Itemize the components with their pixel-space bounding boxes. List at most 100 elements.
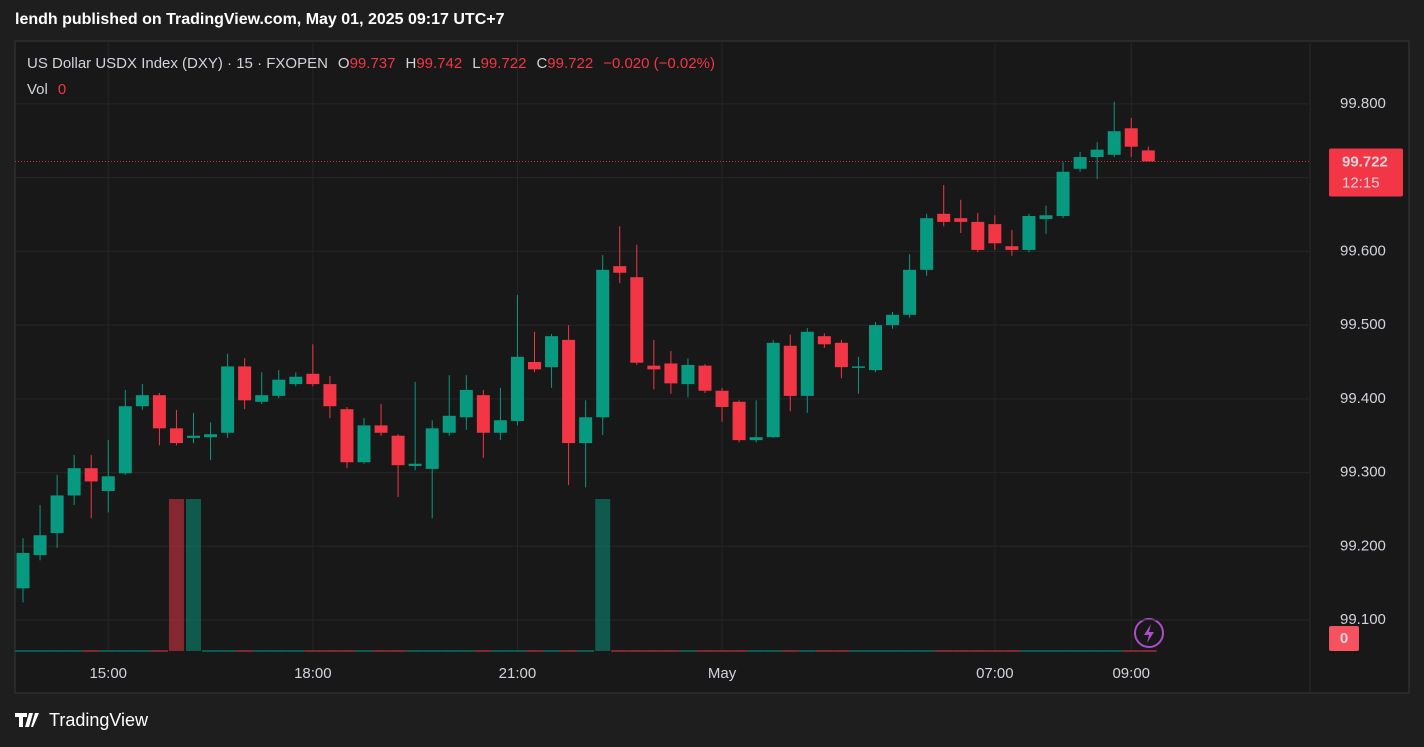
candle-body	[1141, 150, 1155, 162]
price-tag-value: 99.722	[1342, 153, 1388, 170]
candle	[613, 226, 627, 284]
title: US Dollar USDX Index (DXY) · 15 · FXOPEN	[27, 55, 328, 72]
candle-body	[715, 390, 729, 407]
x-tick-label: 15:00	[89, 665, 127, 682]
candle-body	[101, 476, 115, 492]
candle	[16, 538, 30, 603]
candle	[408, 381, 422, 471]
candle	[800, 328, 814, 413]
candle	[135, 384, 149, 410]
candle	[766, 339, 780, 438]
candle	[869, 322, 882, 373]
candle	[118, 390, 132, 475]
candle	[272, 370, 286, 399]
candle-body	[579, 417, 593, 444]
candle-body	[374, 425, 388, 433]
candle	[289, 372, 303, 387]
candle	[630, 244, 644, 365]
candle	[459, 375, 473, 430]
candle	[374, 404, 388, 436]
candle	[169, 409, 183, 446]
candle	[187, 412, 200, 444]
candle	[391, 434, 405, 497]
candle	[528, 331, 541, 373]
candle-body	[920, 218, 934, 270]
volume-bar	[168, 499, 184, 651]
candle	[1107, 101, 1121, 158]
y-tick-label: 99.100	[1340, 611, 1386, 628]
candle-body	[528, 361, 541, 370]
candle	[817, 333, 831, 348]
candle	[647, 339, 661, 390]
candle	[579, 400, 593, 488]
candle	[67, 454, 81, 506]
candle	[510, 294, 524, 426]
y-tick-label: 99.400	[1340, 390, 1386, 407]
candle-body	[33, 535, 47, 556]
x-tick-label: 07:00	[976, 665, 1014, 682]
candle-body	[545, 336, 559, 368]
candle	[84, 454, 98, 519]
candle-body	[357, 425, 371, 463]
candle	[1090, 142, 1104, 180]
replay-icon[interactable]	[1134, 618, 1164, 648]
candle-body	[834, 342, 848, 368]
candle-body	[817, 336, 831, 345]
candle-body	[698, 365, 712, 391]
candle-body	[664, 363, 678, 384]
candle-body	[135, 395, 149, 407]
candle	[749, 400, 763, 443]
legend-value: 99.722	[481, 55, 527, 72]
volume-bar	[595, 499, 611, 651]
candle-body	[1022, 216, 1036, 250]
volume-label: Vol	[27, 81, 48, 98]
candle-body	[971, 221, 985, 250]
candle-body	[1090, 149, 1104, 158]
candle-body	[204, 434, 218, 438]
icon-bolt[interactable]	[1144, 624, 1154, 643]
brand: TradingView	[15, 710, 149, 730]
chart-title: US Dollar USDX Index (DXY) · 15 · FXOPEN…	[27, 55, 715, 72]
candle	[204, 422, 218, 461]
candle	[1141, 146, 1155, 162]
candle-body	[1107, 131, 1121, 155]
candle-body	[459, 390, 473, 418]
candle	[33, 505, 47, 561]
candle-body	[152, 395, 166, 429]
candle-body	[510, 356, 524, 421]
candle-body	[1039, 215, 1053, 219]
candle-body	[84, 468, 98, 482]
candle	[698, 364, 712, 393]
candle-body	[869, 325, 882, 371]
candle-body	[562, 339, 576, 444]
candle-body	[783, 345, 797, 396]
candle-body	[613, 266, 627, 273]
candle	[903, 254, 917, 318]
icon-circle[interactable]	[1134, 618, 1164, 648]
candle	[221, 353, 235, 438]
candle	[50, 474, 64, 548]
candle	[988, 215, 1002, 250]
candle	[783, 334, 797, 412]
candle	[886, 311, 900, 329]
candle-body	[647, 365, 661, 370]
candle-body	[596, 269, 610, 418]
candle-body	[340, 409, 354, 463]
candle-body	[681, 364, 695, 385]
candle	[715, 387, 729, 422]
candle	[954, 199, 968, 233]
legend-value: 99.742	[416, 55, 462, 72]
candle	[562, 325, 576, 486]
candle	[1022, 213, 1036, 253]
candle	[1124, 117, 1138, 158]
candle	[851, 356, 865, 394]
candle	[357, 418, 371, 464]
volume-tag-value: 0	[1340, 630, 1348, 647]
candle-body	[851, 366, 865, 368]
candle	[834, 339, 848, 379]
legend-change: −0.020 (−0.02%)	[603, 55, 715, 72]
candle	[681, 358, 695, 398]
candle-body	[306, 373, 320, 385]
candle	[545, 333, 559, 388]
